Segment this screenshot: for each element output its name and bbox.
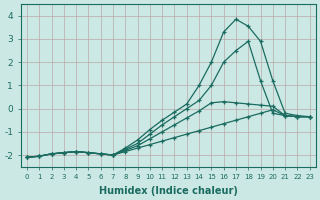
X-axis label: Humidex (Indice chaleur): Humidex (Indice chaleur) [99,186,238,196]
